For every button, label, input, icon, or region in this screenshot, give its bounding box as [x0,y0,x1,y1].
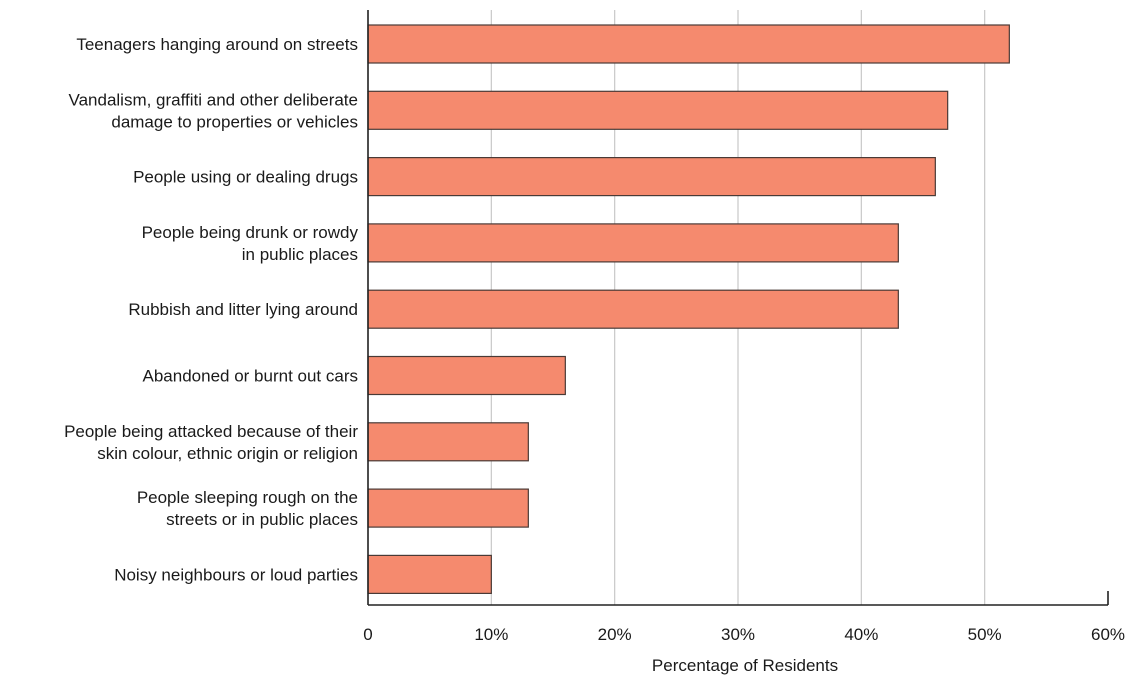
bar [367,422,529,462]
category-label: Noisy neighbours or loud parties [114,565,358,584]
x-tick-label: 60% [1091,625,1125,644]
category-label-line: People being attacked because of their [64,422,358,441]
category-label-line: in public places [242,245,358,264]
category-labels: Teenagers hanging around on streets Vanda… [64,35,358,584]
bar [367,157,936,197]
category-label: Rubbish and litter lying around [128,300,358,319]
bar [367,488,529,528]
category-label-line: skin colour, ethnic origin or religion [97,444,358,463]
bars [367,24,1010,595]
x-tick-label: 0 [363,625,372,644]
bar [367,355,566,396]
bar [367,289,899,329]
x-axis-title: Percentage of Residents [652,656,838,675]
x-tick-labels: 0 10% 20% 30% 40% 50% 60% [363,625,1125,644]
bar [367,24,1010,64]
category-label: People being drunk or rowdy in public pla… [142,223,359,264]
bar [367,90,949,130]
x-tick-label: 40% [844,625,878,644]
category-label-line: Noisy neighbours or loud parties [114,565,358,584]
category-label: Teenagers hanging around on streets [76,35,358,54]
category-label-line: streets or in public places [166,510,358,529]
x-tick-label: 10% [474,625,508,644]
category-label-line: People sleeping rough on the [137,488,358,507]
axes [367,10,1109,606]
category-label-line: Abandoned or burnt out cars [143,367,358,386]
category-label: People sleeping rough on the streets or i… [137,488,358,529]
x-tick-label: 20% [598,625,632,644]
x-tick-label: 50% [968,625,1002,644]
category-label-line: Vandalism, graffiti and other deliberate [69,90,359,109]
x-tick-label: 30% [721,625,755,644]
category-label-line: People using or dealing drugs [133,168,358,187]
category-label: Vandalism, graffiti and other deliberate… [69,90,359,131]
category-label: People being attacked because of their sk… [64,422,358,463]
category-label: People using or dealing drugs [133,168,358,187]
category-label-line: Teenagers hanging around on streets [76,35,358,54]
category-label-line: Rubbish and litter lying around [128,300,358,319]
bar [367,554,492,595]
category-label-line: damage to properties or vehicles [111,112,358,131]
category-label-line: People being drunk or rowdy [142,223,359,242]
category-label: Abandoned or burnt out cars [143,367,358,386]
bar [367,223,899,263]
